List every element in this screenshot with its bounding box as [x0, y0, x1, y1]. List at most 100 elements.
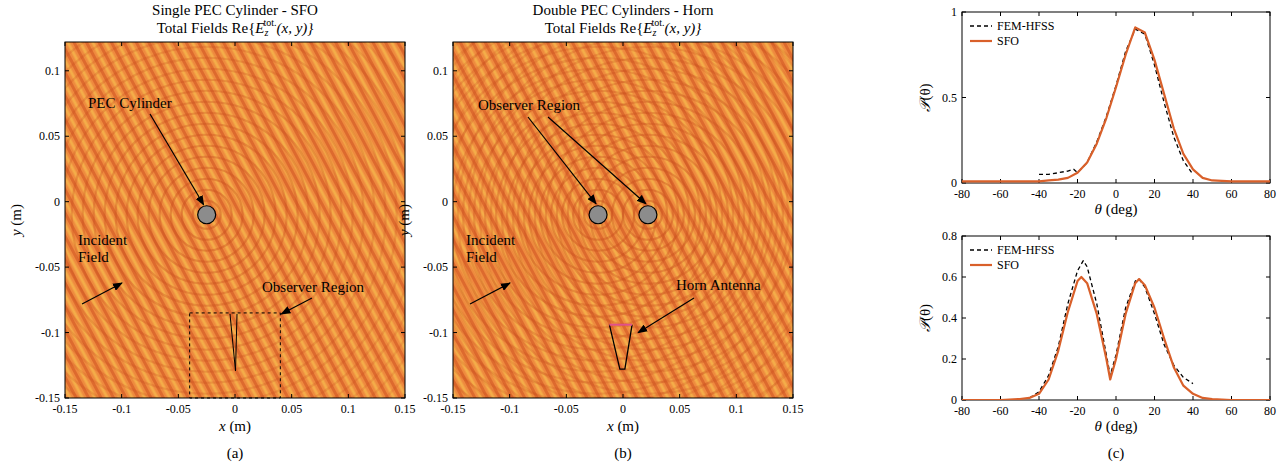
- annotation-arrow: [82, 283, 122, 304]
- panel-title: Double PEC Cylinders - Horn: [533, 2, 714, 18]
- scattered-ripple: [453, 42, 793, 398]
- scattered-ripple: [193, 201, 221, 229]
- scattered-ripple: [568, 135, 728, 295]
- y-tick: [1266, 12, 1270, 13]
- annotation-line: Incident: [78, 232, 128, 248]
- observer-box: [190, 313, 281, 398]
- y-tick: [962, 183, 966, 184]
- horn-body: [609, 325, 632, 370]
- y-tick: [1266, 183, 1270, 184]
- x-tick: [962, 12, 963, 16]
- y-tick: [453, 267, 457, 268]
- scattered-ripple: [65, 47, 375, 383]
- x-tick: [178, 394, 179, 398]
- x-tick-label: -0.1: [112, 402, 131, 416]
- subtitle-part: z: [652, 27, 657, 38]
- scattered-ripple: [453, 42, 793, 398]
- scattered-ripple: [65, 42, 405, 398]
- x-tick-label: 60: [1226, 404, 1238, 418]
- legend-label: SFO: [997, 34, 1019, 48]
- x-tick: [736, 42, 737, 46]
- scattered-ripple: [453, 42, 793, 398]
- annotation-line: Field: [78, 249, 109, 265]
- panel-label: (b): [614, 445, 632, 462]
- x-tick-label: 0: [232, 402, 238, 416]
- scattered-ripple: [65, 42, 405, 398]
- field-image: [453, 42, 793, 398]
- y-tick-label: 0.05: [39, 129, 60, 143]
- x-tick: [1077, 236, 1078, 240]
- x-tick: [453, 394, 454, 398]
- scattered-ripple: [535, 102, 761, 328]
- scattered-ripple: [453, 42, 793, 398]
- series-group: [962, 27, 1270, 181]
- annotation: Horn Antenna: [676, 277, 761, 293]
- axis-title: 𝒫(θ): [917, 304, 934, 332]
- scattered-ripple: [453, 42, 793, 398]
- series-group: [962, 261, 1270, 400]
- series-line: [1039, 29, 1193, 174]
- y-tick-label: -0.1: [429, 326, 448, 340]
- x-tick: [1116, 12, 1117, 16]
- y-tick-label: 0: [54, 195, 60, 209]
- x-tick-label: 20: [1149, 187, 1161, 201]
- scattered-ripple: [182, 190, 232, 240]
- scattered-ripple: [453, 42, 793, 398]
- scattered-ripple: [65, 42, 397, 398]
- scattered-ripple: [453, 42, 793, 398]
- y-tick-label: 0.6: [942, 270, 957, 284]
- panel-subtitle: Total Fields Re{Eztot.(x, y)}: [157, 17, 314, 38]
- incident-field: [453, 42, 793, 398]
- scattered-ripple: [453, 42, 793, 398]
- pec-cylinder: [589, 206, 607, 224]
- legend-label: FEM-HFSS: [997, 19, 1054, 33]
- x-tick: [1039, 396, 1040, 400]
- scattered-ripple: [65, 42, 405, 398]
- scattered-ripple: [453, 42, 793, 398]
- scattered-ripple: [453, 42, 793, 398]
- scattered-ripple: [453, 42, 793, 398]
- y-tick: [65, 70, 69, 71]
- x-tick: [1116, 396, 1117, 400]
- x-tick: [1077, 396, 1078, 400]
- scattered-ripple: [518, 135, 678, 295]
- scattered-ripple: [65, 42, 405, 398]
- x-tick-label: 80: [1264, 187, 1276, 201]
- x-tick: [291, 394, 292, 398]
- axis-title: x (m): [606, 418, 639, 435]
- scattered-ripple: [453, 42, 793, 398]
- x-tick: [1077, 179, 1078, 183]
- y-tick: [65, 201, 69, 202]
- y-tick: [401, 201, 405, 202]
- x-tick: [623, 394, 624, 398]
- axis-title-rest: (θ): [917, 83, 934, 100]
- x-tick-label: 0.15: [395, 402, 416, 416]
- x-tick: [793, 394, 794, 398]
- x-tick-label: 0: [1113, 404, 1119, 418]
- axis-title: 𝒫(θ): [917, 83, 934, 111]
- scattered-ripple: [453, 42, 793, 398]
- panel-subtitle: Total Fields Re{Eztot.(x, y)}: [545, 17, 702, 38]
- x-tick: [1116, 179, 1117, 183]
- y-tick: [65, 332, 69, 333]
- x-tick: [178, 42, 179, 46]
- x-tick-label: 0.05: [281, 402, 302, 416]
- annotation: PEC Cylinder: [88, 95, 172, 111]
- x-tick: [1193, 179, 1194, 183]
- subtitle-part: Total Fields Re{: [545, 20, 644, 36]
- x-tick: [1077, 12, 1078, 16]
- scattered-ripple: [65, 42, 405, 398]
- x-tick: [235, 394, 236, 398]
- y-tick: [789, 398, 793, 399]
- scattered-ripple: [65, 42, 405, 398]
- line-chart: -80-60-40-2002040608000.20.40.60.8θ (deg…: [917, 229, 1276, 462]
- scattered-ripple: [453, 42, 793, 398]
- y-tick: [962, 97, 966, 98]
- y-tick: [962, 277, 966, 278]
- annotation-line: Field: [466, 249, 497, 265]
- y-tick-label: -0.1: [41, 326, 60, 340]
- axis-title-rest: (θ): [917, 304, 934, 321]
- scattered-ripple: [65, 42, 405, 398]
- scattered-ripple: [590, 157, 706, 273]
- scattered-ripple: [65, 69, 353, 361]
